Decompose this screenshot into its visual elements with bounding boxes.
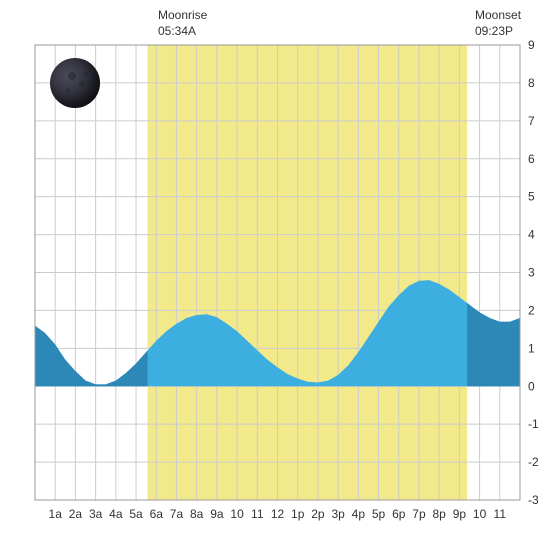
y-tick-label: -3 [528,493,539,507]
y-tick-label: -1 [528,417,539,431]
x-tick-label: 11 [494,507,507,521]
y-tick-label: 8 [528,76,535,90]
x-tick-label: 6p [392,507,406,521]
y-tick-label: 0 [528,379,535,393]
x-tick-label: 8p [432,507,446,521]
y-tick-label: 7 [528,114,535,128]
x-tick-label: 8a [190,507,204,521]
x-tick-label: 9p [453,507,467,521]
x-tick-label: 9a [210,507,224,521]
moonrise-label: Moonrise 05:34A [158,8,207,39]
x-tick-label: 2a [69,507,83,521]
x-tick-label: 5a [129,507,143,521]
moonrise-time: 05:34A [158,24,196,38]
moon-phase-icon [50,58,100,108]
x-tick-label: 2p [311,507,325,521]
y-tick-label: 3 [528,266,535,280]
y-tick-label: 9 [528,38,535,52]
moonset-title: Moonset [475,8,521,22]
x-tick-label: 12 [271,507,285,521]
x-tick-label: 10 [473,507,487,521]
x-tick-label: 3p [331,507,345,521]
x-tick-label: 6a [150,507,164,521]
tide-area-dark [35,326,148,387]
x-tick-label: 10 [230,507,244,521]
y-tick-label: 5 [528,190,535,204]
moonrise-title: Moonrise [158,8,207,22]
y-tick-label: 4 [528,228,535,242]
x-tick-label: 7p [412,507,426,521]
x-tick-label: 4p [352,507,366,521]
x-tick-label: 4a [109,507,123,521]
x-tick-label: 7a [170,507,184,521]
moonset-time: 09:23P [475,24,513,38]
y-tick-label: -2 [528,455,539,469]
y-tick-label: 1 [528,341,535,355]
y-tick-label: 2 [528,303,535,317]
x-tick-label: 5p [372,507,386,521]
y-tick-label: 6 [528,152,535,166]
moonset-label: Moonset 09:23P [475,8,521,39]
tide-chart: -3-2-101234567891a2a3a4a5a6a7a8a9a101112… [0,0,550,550]
x-tick-label: 3a [89,507,103,521]
x-tick-label: 11 [251,507,264,521]
x-tick-label: 1a [49,507,63,521]
tide-area-dark [467,303,520,386]
x-tick-label: 1p [291,507,305,521]
